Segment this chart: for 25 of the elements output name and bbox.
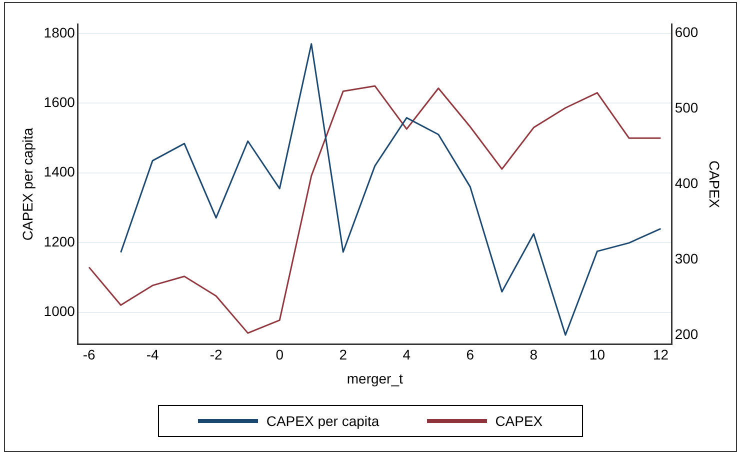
x-tick-label: 12: [652, 346, 669, 363]
y2-axis-title: CAPEX: [706, 160, 723, 209]
x-tick-label: 8: [530, 346, 538, 363]
x-tick-label: 10: [589, 346, 606, 363]
x-tick-label: 6: [466, 346, 474, 363]
y-axis-title: CAPEX per capita: [19, 128, 36, 241]
y-tick-label: 1200: [44, 233, 76, 250]
y-tick-label: 1600: [44, 94, 76, 110]
x-tick-label: 2: [339, 346, 348, 363]
y-tick-label: 1800: [44, 24, 76, 40]
legend-label: CAPEX: [495, 413, 543, 429]
y2-tick-label: 600: [674, 24, 698, 40]
x-tick-label: -6: [82, 346, 96, 363]
x-tick-label: 0: [276, 346, 284, 363]
y-tick-label: 1400: [44, 164, 76, 180]
y2-tick-label: 500: [674, 99, 698, 116]
x-tick-label: 4: [402, 346, 411, 363]
x-tick-label: -2: [210, 346, 223, 363]
y2-tick-label: 400: [674, 175, 698, 192]
x-tick-label: -4: [146, 346, 160, 363]
legend-label: CAPEX per capita: [266, 413, 380, 429]
y2-tick-label: 200: [674, 326, 698, 342]
y-tick-label: 1000: [44, 303, 76, 320]
x-axis-title: merger_t: [346, 370, 404, 386]
y2-tick-label: 300: [674, 250, 698, 267]
